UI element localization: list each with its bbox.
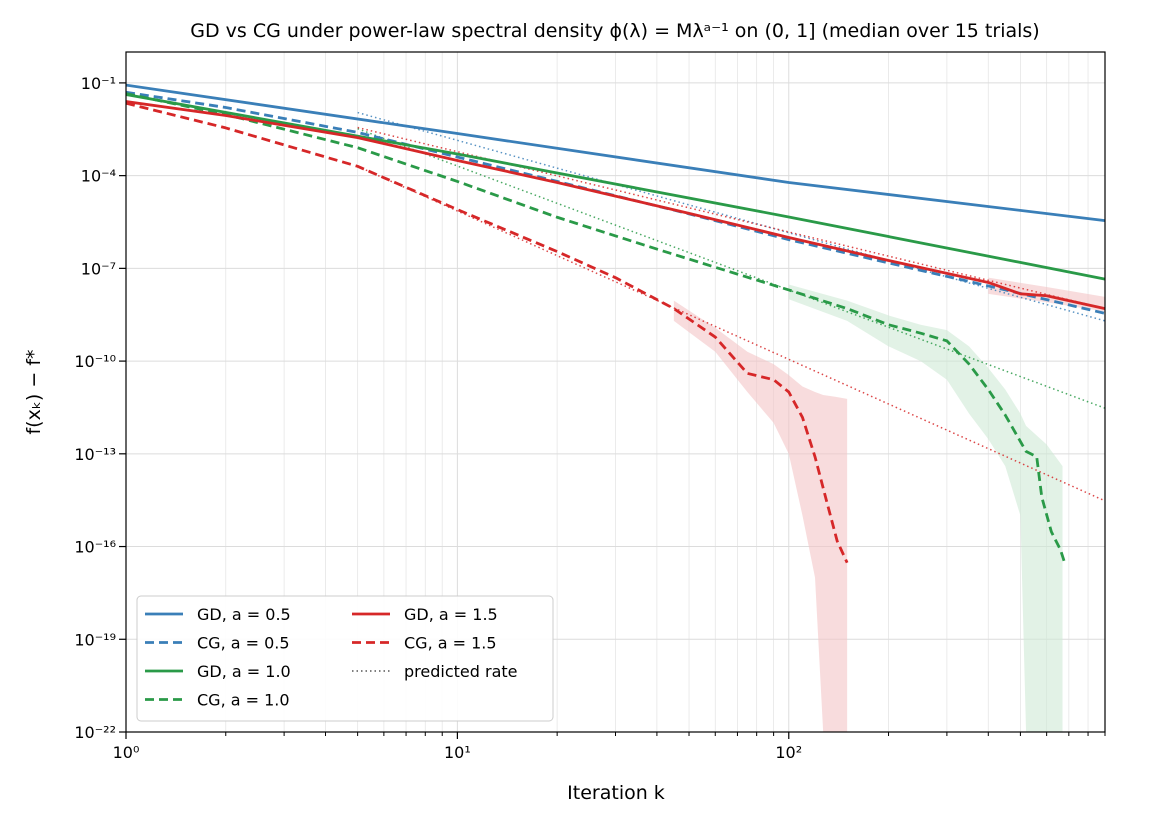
predicted-rate-line [357, 111, 1106, 322]
y-tick-label: 10⁻⁴ [81, 167, 116, 186]
chart-title: GD vs CG under power-law spectral densit… [190, 20, 1039, 42]
predicted-rate-line [357, 165, 1106, 502]
y-axis-ticks: 10⁻²² 10⁻¹⁹ 10⁻¹⁶ 10⁻¹³ 10⁻¹⁰ 10⁻⁷ 10⁻⁴ 10⁻¹ [74, 74, 126, 742]
series-line-gd [125, 83, 1106, 223]
series-line-cg [125, 92, 1066, 564]
series-line-gd [125, 100, 1106, 310]
x-tick-label: 10¹ [444, 743, 471, 762]
y-tick-label: 10⁻²² [74, 723, 116, 742]
series-line-gd [125, 93, 1106, 281]
legend-label: GD, a = 1.5 [404, 605, 498, 624]
legend-label: GD, a = 1.0 [197, 662, 291, 681]
x-axis-label: Iteration k [567, 782, 665, 804]
legend-label: predicted rate [404, 662, 517, 681]
legend-label: CG, a = 0.5 [197, 634, 290, 653]
legend-label: GD, a = 0.5 [197, 605, 291, 624]
x-tick-label: 10² [775, 743, 802, 762]
spread-band [673, 300, 848, 732]
y-tick-label: 10⁻¹⁹ [74, 630, 116, 649]
legend-box [136, 595, 554, 722]
legend-label: CG, a = 1.5 [404, 634, 497, 653]
y-tick-label: 10⁻¹ [81, 74, 116, 93]
x-axis-ticks: 10⁰ 10¹ 10² [113, 732, 1106, 762]
legend-label: CG, a = 1.0 [197, 691, 290, 710]
series-line-cg [125, 101, 849, 564]
y-tick-label: 10⁻¹³ [74, 445, 116, 464]
y-tick-label: 10⁻⁷ [81, 259, 116, 278]
legend: GD, a = 0.5 CG, a = 0.5 GD, a = 1.0 CG, a =… [136, 595, 554, 722]
y-tick-label: 10⁻¹⁰ [74, 352, 116, 371]
predicted-rate-lines [357, 111, 1106, 502]
x-tick-label: 10⁰ [113, 743, 140, 762]
y-axis-label: f(xₖ) − f* [23, 349, 45, 434]
series-lines [125, 83, 1106, 564]
y-tick-label: 10⁻¹⁶ [74, 538, 116, 557]
